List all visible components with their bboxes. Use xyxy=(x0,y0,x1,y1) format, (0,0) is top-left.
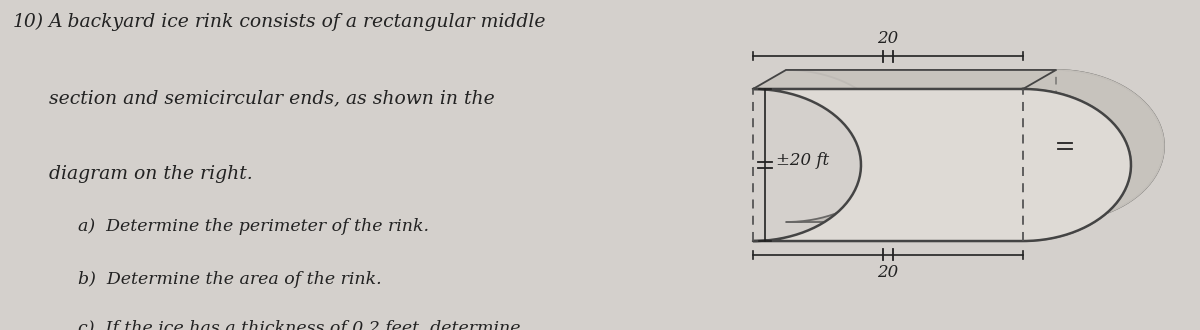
Polygon shape xyxy=(754,89,1130,241)
Text: A backyard ice rink consists of a rectangular middle: A backyard ice rink consists of a rectan… xyxy=(48,13,546,31)
Polygon shape xyxy=(786,70,1164,222)
Text: c)  If the ice has a thickness of 0.2 feet, determine: c) If the ice has a thickness of 0.2 fee… xyxy=(78,320,521,330)
Text: a)  Determine the perimeter of the rink.: a) Determine the perimeter of the rink. xyxy=(78,218,428,235)
Text: diagram on the right.: diagram on the right. xyxy=(48,165,252,183)
Polygon shape xyxy=(754,70,1056,89)
Text: section and semicircular ends, as shown in the: section and semicircular ends, as shown … xyxy=(48,89,494,107)
Text: 20: 20 xyxy=(877,30,899,47)
Text: 20: 20 xyxy=(877,264,899,281)
Text: ±20 ft: ±20 ft xyxy=(775,152,829,169)
Polygon shape xyxy=(1022,70,1164,241)
Text: b)  Determine the area of the rink.: b) Determine the area of the rink. xyxy=(78,271,382,288)
Text: 10): 10) xyxy=(13,13,44,31)
